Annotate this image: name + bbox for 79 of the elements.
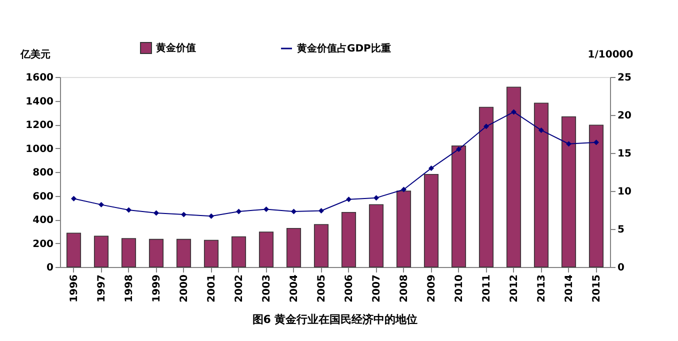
bar <box>424 174 439 268</box>
point <box>566 141 572 147</box>
bar <box>286 228 302 268</box>
text: 图6 黄金行业在国民经济中的地位 <box>252 312 418 326</box>
bar <box>314 224 329 268</box>
bar <box>451 145 466 268</box>
legend-label: 黄金价值占GDP比重 <box>296 42 391 54</box>
point <box>428 165 434 171</box>
bar <box>258 232 274 268</box>
bar <box>66 232 82 268</box>
bar <box>231 236 246 268</box>
point <box>236 208 242 214</box>
y-tick-label: 1000 <box>26 144 54 155</box>
y-tick-label: 600 <box>32 191 54 202</box>
bar <box>396 190 412 268</box>
y-tick-label: 800 <box>32 168 54 178</box>
x-tick-label: 2008 <box>398 274 410 302</box>
point <box>401 186 406 192</box>
y2-tick-label: 5 <box>618 224 624 236</box>
point <box>208 213 214 219</box>
y-tick-label: 1600 <box>26 72 54 84</box>
x-tick-label: 2003 <box>261 274 272 302</box>
x-tick-label: 1997 <box>96 274 108 302</box>
x-tick-label: 2004 <box>288 274 300 302</box>
x-tick-label: 2001 <box>206 274 218 302</box>
bar <box>588 124 604 268</box>
point <box>594 140 599 146</box>
point <box>264 206 269 212</box>
x-tick-label: 2014 <box>564 274 575 302</box>
y-tick-label: 400 <box>32 215 54 226</box>
x-tick-label: 2002 <box>234 274 245 302</box>
point <box>484 124 489 130</box>
bar <box>341 212 356 268</box>
y2-tick-label: 10 <box>618 186 632 198</box>
y-tick-label: 0 <box>46 262 54 274</box>
y-tick-label: 1400 <box>26 96 54 108</box>
point <box>181 212 186 218</box>
point <box>318 208 324 214</box>
x-tick-label: 2015 <box>591 274 602 302</box>
bar <box>148 238 164 268</box>
x-tick-label: 1996 <box>68 274 80 302</box>
bar <box>534 102 549 268</box>
bar <box>368 204 384 268</box>
bar <box>506 86 522 268</box>
x-tick-label: 2007 <box>371 274 382 302</box>
y2-tick-label: 20 <box>618 110 632 122</box>
y-tick-label: 1200 <box>26 120 54 131</box>
point <box>71 196 76 202</box>
bar <box>176 238 192 268</box>
point <box>291 208 296 214</box>
point <box>374 195 379 201</box>
y-axis-title: 亿美元 <box>20 48 50 60</box>
x-tick-label: 2013 <box>536 274 548 302</box>
bar <box>121 238 136 268</box>
x-tick-label: 1998 <box>124 274 135 302</box>
bar <box>204 240 219 268</box>
point <box>511 109 516 115</box>
bar <box>94 236 109 268</box>
y2-tick-label: 0 <box>618 262 624 274</box>
x-tick-label: 2011 <box>481 274 492 302</box>
x-tick-label: 2000 <box>178 274 190 302</box>
point <box>346 196 352 202</box>
x-tick-label: 2010 <box>454 274 465 302</box>
legend-label: 黄金价值 <box>155 42 196 54</box>
point <box>456 146 462 152</box>
y2-tick-label: 15 <box>618 148 632 160</box>
point <box>154 210 159 216</box>
x-tick-label: 2006 <box>344 274 355 302</box>
point <box>538 127 544 133</box>
x-tick-label: 2009 <box>426 274 438 302</box>
y2-axis-title: 1/10000 <box>588 50 634 60</box>
x-tick-label: 2012 <box>508 274 520 302</box>
point <box>98 202 104 208</box>
bar <box>561 116 576 268</box>
x-tick-label: 1999 <box>151 274 162 302</box>
x-tick-label: 2005 <box>316 274 328 302</box>
y-tick-label: 200 <box>32 238 54 250</box>
bar <box>478 106 494 268</box>
y2-tick-label: 25 <box>618 72 632 84</box>
